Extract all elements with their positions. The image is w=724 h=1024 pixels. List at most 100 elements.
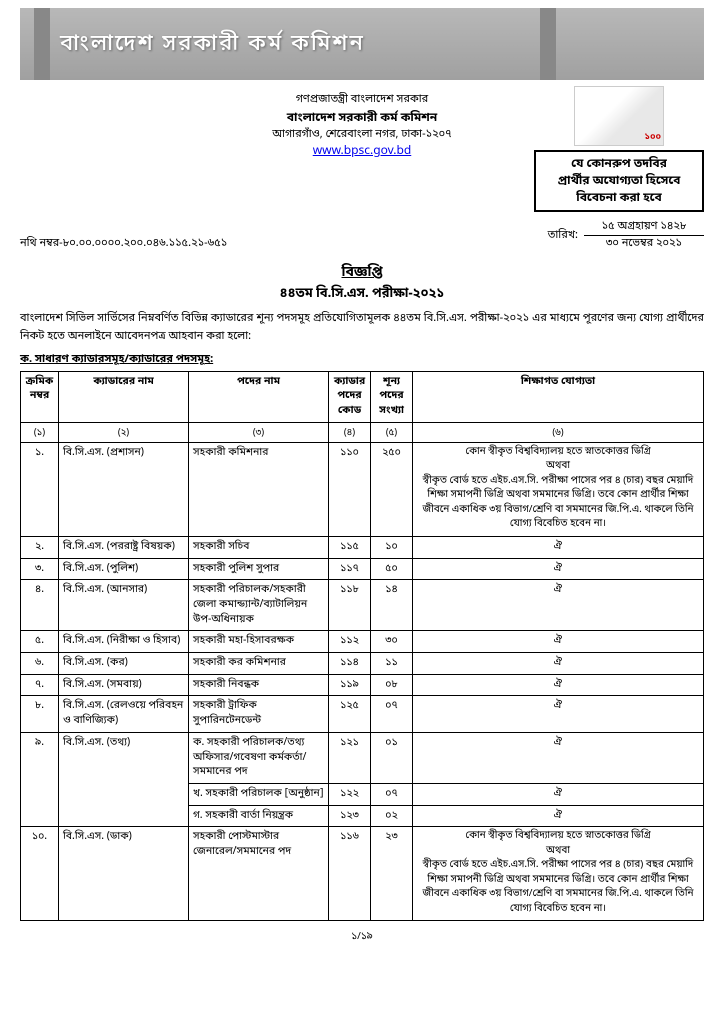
- qual-ditto: ঐ: [413, 696, 704, 732]
- qual-ditto: ঐ: [413, 580, 704, 631]
- exam-title: ৪৪তম বি.সি.এস. পরীক্ষা-২০২১: [20, 286, 704, 303]
- cell-code: ১১৪: [329, 653, 371, 675]
- qual-ditto: ঐ: [413, 558, 704, 580]
- cell-vac: ০৭: [371, 696, 413, 732]
- cell-sl: ৩.: [21, 558, 59, 580]
- warning-l2: প্রার্থীর অযোগ্যতা হিসেবে: [542, 173, 696, 190]
- cell-code: ১১২: [329, 631, 371, 653]
- cell-code: ১২১: [329, 732, 371, 783]
- cell-cadre: বি.সি.এস. (তথ্য): [59, 732, 189, 826]
- mujib-100: ১০০: [645, 131, 661, 143]
- cell-cadre: বি.সি.এস. (আনসার): [59, 580, 189, 631]
- org-address: আগারগাঁও, শেরেবাংলা নগর, ঢাকা-১২০৭: [190, 127, 534, 144]
- table-row: ২. বি.সি.এস. (পররাষ্ট্র বিষয়ক) সহকারী স…: [21, 536, 704, 558]
- reference-row: নথি নম্বর-৮০.০০.০০০০.২০০.০৪৬.১১৫.২১-৬৫১ …: [20, 220, 704, 251]
- cell-code: ১১৯: [329, 674, 371, 696]
- qual-ditto: ঐ: [413, 805, 704, 827]
- website-link[interactable]: www.bpsc.gov.bd: [313, 143, 412, 159]
- cell-post: সহকারী কর কমিশনার: [189, 653, 329, 675]
- cell-sl: ৭.: [21, 674, 59, 696]
- cell-sl: ৪.: [21, 580, 59, 631]
- cell-vac: ২৩: [371, 827, 413, 921]
- letterhead: গণপ্রজাতন্ত্রী বাংলাদেশ সরকার বাংলাদেশ স…: [20, 86, 704, 212]
- warning-box: যে কোনরুপ তদবির প্রার্থীর অযোগ্যতা হিসেব…: [534, 150, 704, 212]
- cell-code: ১২২: [329, 783, 371, 805]
- number-row: (১) (২) (৩) (৪) (৫) (৬): [21, 422, 704, 442]
- header-row: ক্রমিক নম্বর ক্যাডারের নাম পদের নাম ক্যা…: [21, 371, 704, 422]
- cell-sl: ৫.: [21, 631, 59, 653]
- cell-cadre: বি.সি.এস. (পুলিশ): [59, 558, 189, 580]
- qual-ditto: ঐ: [413, 783, 704, 805]
- banner-title: বাংলাদেশ সরকারী কর্ম কমিশন: [60, 30, 365, 59]
- qual-cell: কোন স্বীকৃত বিশ্ববিদ্যালয় হতে স্নাতকোত্…: [413, 442, 704, 536]
- section-a-heading: ক. সাধারণ ক্যাডারসমূহ/ক্যাডারের পদসমূহ:: [20, 353, 704, 367]
- cell-post: সহকারী পুলিশ সুপার: [189, 558, 329, 580]
- table-body: ১. বি.সি.এস. (প্রশাসন) সহকারী কমিশনার ১১…: [21, 442, 704, 920]
- table-row: ৬. বি.সি.এস. (কর) সহকারী কর কমিশনার ১১৪ …: [21, 653, 704, 675]
- cell-post: গ. সহকারী বার্তা নিয়ন্ত্রক: [189, 805, 329, 827]
- qual-ditto: ঐ: [413, 674, 704, 696]
- cell-sl: ১.: [21, 442, 59, 536]
- table-row: ৫. বি.সি.এস. (নিরীক্ষা ও হিসাব) সহকারী ম…: [21, 631, 704, 653]
- cell-vac: ০২: [371, 805, 413, 827]
- date-bengali: ১৫ অগ্রহায়ণ ১৪২৮: [584, 220, 704, 234]
- cell-code: ১২৩: [329, 805, 371, 827]
- file-number: নথি নম্বর-৮০.০০.০০০০.২০০.০৪৬.১১৫.২১-৬৫১: [20, 237, 227, 251]
- cell-cadre: বি.সি.এস. (সমবায়): [59, 674, 189, 696]
- pillar-decor: [540, 8, 556, 80]
- cell-post: খ. সহকারী পরিচালক [অনুষ্ঠান]: [189, 783, 329, 805]
- col-qualification: শিক্ষাগত যোগ্যতা: [413, 371, 704, 422]
- cell-vac: ৫০: [371, 558, 413, 580]
- date-label: তারিখ:: [548, 229, 578, 243]
- header-banner: বাংলাদেশ সরকারী কর্ম কমিশন: [20, 8, 704, 80]
- qual-cell: কোন স্বীকৃত বিশ্ববিদ্যালয় হতে স্নাতকোত্…: [413, 827, 704, 921]
- col-post: পদের নাম: [189, 371, 329, 422]
- cell-code: ১১৭: [329, 558, 371, 580]
- table-row: ৩. বি.সি.এস. (পুলিশ) সহকারী পুলিশ সুপার …: [21, 558, 704, 580]
- table-row: ৪. বি.সি.এস. (আনসার) সহকারী পরিচালক/সহকা…: [21, 580, 704, 631]
- cell-vac: ১০: [371, 536, 413, 558]
- cell-cadre: বি.সি.এস. (প্রশাসন): [59, 442, 189, 536]
- date-gregorian: ৩০ নভেম্বর ২০২১: [584, 237, 704, 251]
- cell-sl: ৯.: [21, 732, 59, 826]
- col-code: ক্যাডার পদের কোড: [329, 371, 371, 422]
- qual-ditto: ঐ: [413, 631, 704, 653]
- table-row: ৮. বি.সি.এস. (রেলওয়ে পরিবহন ও বাণিজ্যিক…: [21, 696, 704, 732]
- cell-code: ১১৮: [329, 580, 371, 631]
- cadre-table: ক্রমিক নম্বর ক্যাডারের নাম পদের নাম ক্যা…: [20, 371, 704, 922]
- qual-ditto: ঐ: [413, 536, 704, 558]
- cell-code: ১২৫: [329, 696, 371, 732]
- cell-vac: ৩০: [371, 631, 413, 653]
- cell-sl: ৬.: [21, 653, 59, 675]
- col-cadre: ক্যাডারের নাম: [59, 371, 189, 422]
- col-vacancy: শূন্য পদের সংখ্যা: [371, 371, 413, 422]
- cell-post: সহকারী কমিশনার: [189, 442, 329, 536]
- qual-ditto: ঐ: [413, 732, 704, 783]
- cell-vac: ১৪: [371, 580, 413, 631]
- warning-l1: যে কোনরুপ তদবির: [542, 156, 696, 173]
- cell-vac: ২৫০: [371, 442, 413, 536]
- cell-code: ১১০: [329, 442, 371, 536]
- cell-vac: ০৭: [371, 783, 413, 805]
- table-row: ১০. বি.সি.এস. (ডাক) সহকারী পোস্টমাস্টার …: [21, 827, 704, 921]
- cell-post: ক. সহকারী পরিচালক/তথ্য অফিসার/গবেষণা কর্…: [189, 732, 329, 783]
- table-row: ৯. বি.সি.এস. (তথ্য) ক. সহকারী পরিচালক/তথ…: [21, 732, 704, 783]
- warning-l3: বিবেচনা করা হবে: [542, 190, 696, 207]
- cell-vac: ১১: [371, 653, 413, 675]
- qual-ditto: ঐ: [413, 653, 704, 675]
- cell-code: ১১৫: [329, 536, 371, 558]
- cell-sl: ২.: [21, 536, 59, 558]
- col-serial: ক্রমিক নম্বর: [21, 371, 59, 422]
- right-column: ১০০ যে কোনরুপ তদবির প্রার্থীর অযোগ্যতা হ…: [534, 86, 704, 212]
- date-block: ১৫ অগ্রহায়ণ ১৪২৮ ৩০ নভেম্বর ২০২১: [584, 220, 704, 251]
- notice-title: বিজ্ঞপ্তি: [20, 263, 704, 282]
- cell-vac: ০১: [371, 732, 413, 783]
- cell-post: সহকারী সচিব: [189, 536, 329, 558]
- cell-cadre: বি.সি.এস. (ডাক): [59, 827, 189, 921]
- cell-vac: ০৮: [371, 674, 413, 696]
- cell-code: ১১৬: [329, 827, 371, 921]
- cell-post: সহকারী পোস্টমাস্টার জেনারেল/সমমানের পদ: [189, 827, 329, 921]
- cell-sl: ১০.: [21, 827, 59, 921]
- page-number: ১/১৯: [20, 931, 704, 944]
- cell-cadre: বি.সি.এস. (রেলওয়ে পরিবহন ও বাণিজ্যিক): [59, 696, 189, 732]
